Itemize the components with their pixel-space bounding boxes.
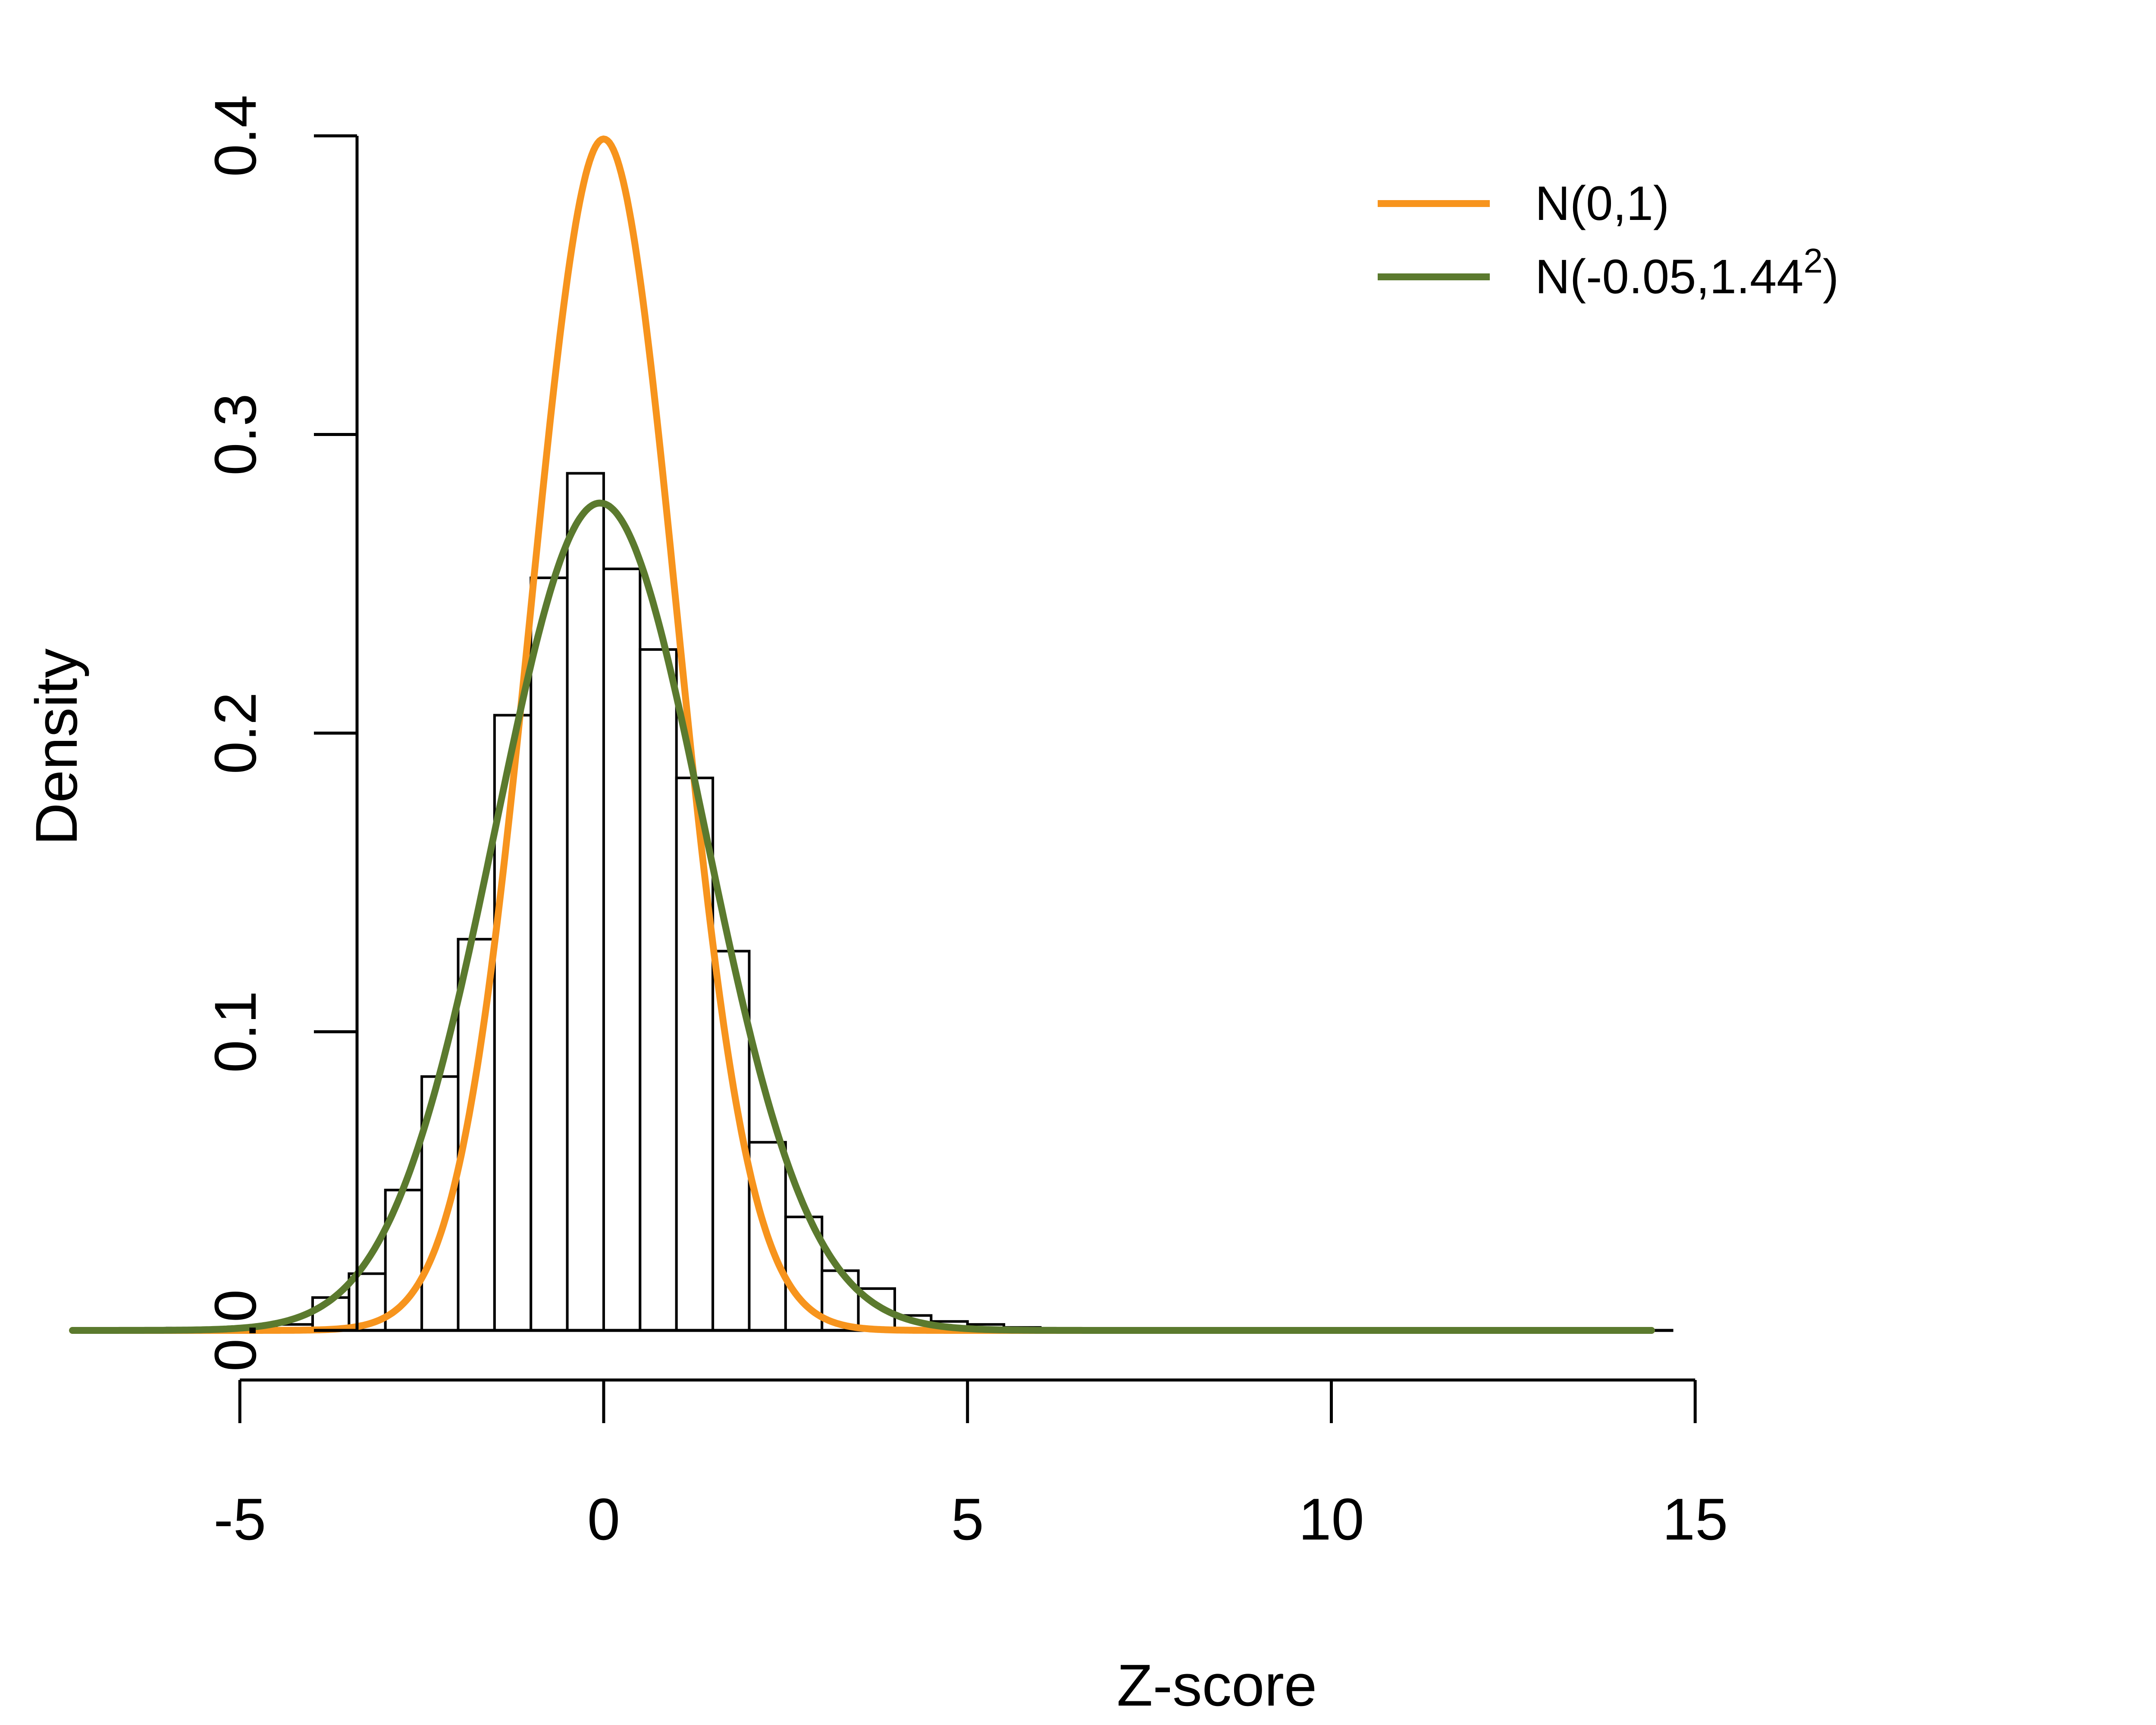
y-tick-label: 0.1 [203, 991, 269, 1073]
y-axis-ticks: 0.0 0.1 0.2 0.3 0.4 [203, 95, 357, 1371]
y-tick-label: 0.0 [203, 1289, 269, 1371]
legend-label: N(-0.05,1.442) [1535, 242, 1839, 304]
x-tick-label: 15 [1662, 1487, 1728, 1552]
density-curve-standard-normal [69, 135, 1655, 1334]
y-axis-title: Density [24, 648, 90, 845]
x-axis-title: Z-score [1117, 1653, 1317, 1719]
histogram-bar [530, 576, 569, 1332]
x-tick-label: 10 [1298, 1487, 1364, 1552]
legend-label: N(0,1) [1535, 176, 1669, 230]
legend: N(0,1) N(-0.05,1.442) [1378, 176, 1839, 304]
x-axis-ticks: -5 0 5 10 15 [213, 1380, 1728, 1552]
y-tick-label: 0.3 [203, 393, 269, 475]
histogram-bar [602, 568, 642, 1332]
histogram-bars [72, 472, 1673, 1332]
histogram-bar [566, 472, 605, 1332]
histogram-bar [675, 776, 714, 1332]
x-tick-label: -5 [213, 1487, 266, 1552]
density-curve-fitted-normal [69, 499, 1655, 1334]
x-tick-label: 0 [587, 1487, 620, 1552]
y-tick-label: 0.4 [203, 95, 269, 177]
y-tick-label: 0.2 [203, 692, 269, 774]
x-tick-label: 5 [951, 1487, 984, 1552]
density-curves [69, 135, 1655, 1334]
histogram-bar [639, 648, 678, 1332]
